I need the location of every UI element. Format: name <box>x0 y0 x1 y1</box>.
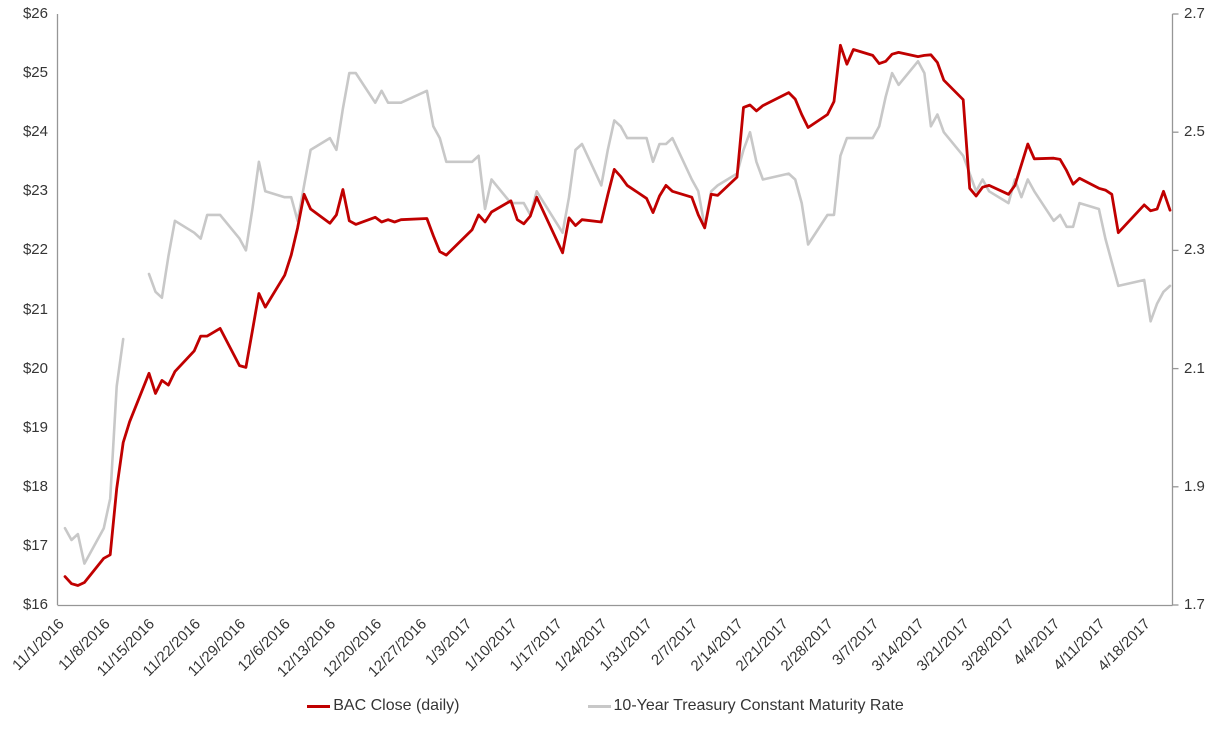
left-axis-tick-label: $22 <box>22 241 48 259</box>
treasury-rate-line <box>63 60 1172 565</box>
left-axis-tick-label: $19 <box>22 418 48 436</box>
bac-close-line <box>63 43 1172 587</box>
left-axis-tick-label: $25 <box>22 64 48 82</box>
left-axis-tick-label: $18 <box>22 477 48 495</box>
bac-legend-label: BAC Close (daily) <box>333 697 460 714</box>
right-axis-tick-label: 2.1 <box>1184 359 1205 377</box>
legend-item-treasury: 10-Year Treasury Constant Maturity Rate <box>587 697 904 715</box>
left-axis-tick-label: $24 <box>22 123 48 141</box>
left-axis-tick-label: $20 <box>22 359 48 377</box>
left-axis-tick-label: $23 <box>22 182 48 200</box>
legend-item-bac: BAC Close (daily) <box>307 697 460 715</box>
left-axis-tick-label: $17 <box>22 536 48 554</box>
left-axis-tick-label: $21 <box>22 300 48 318</box>
right-axis-tick-label: 1.7 <box>1184 596 1205 613</box>
right-axis-tick-label: 2.5 <box>1184 123 1205 141</box>
bac-legend-key-line <box>307 704 331 708</box>
legend: BAC Close (daily) 10-Year Treasury Const… <box>0 694 1211 718</box>
right-axis-tick-label: 2.7 <box>1184 5 1205 22</box>
treasury-legend-key-line <box>587 704 611 708</box>
right-axis-tick-label: 1.9 <box>1184 477 1205 495</box>
right-axis-tick-label: 2.3 <box>1184 241 1205 259</box>
treasury-legend-label: 10-Year Treasury Constant Maturity Rate <box>613 697 904 714</box>
left-axis-tick-label: $26 <box>22 5 48 22</box>
left-axis-tick-label: $16 <box>22 596 48 613</box>
